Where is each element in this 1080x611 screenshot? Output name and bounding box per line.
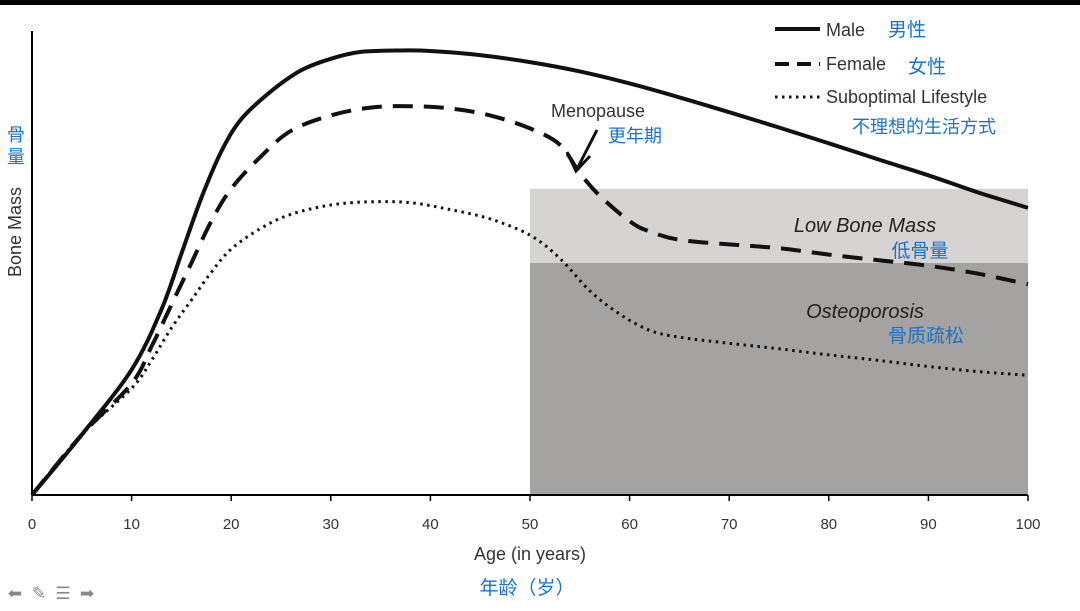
x-tick-label: 90 (920, 516, 937, 533)
left-arrow-icon[interactable]: ⬅ (7, 584, 23, 604)
legend-suboptimal-label: Suboptimal Lifestyle (826, 87, 987, 107)
legend-female-label-cn: 女性 (908, 56, 946, 78)
x-tick-label: 0 (28, 516, 36, 533)
x-tick-label: 40 (422, 516, 439, 533)
x-axis-label-cn: 年龄（岁） (479, 577, 574, 599)
x-tick-label: 50 (522, 516, 539, 533)
region-low-bone-mass (530, 188, 1028, 263)
region-low-bone-mass-label: Low Bone Mass (794, 215, 936, 237)
menu-icon[interactable]: ☰ (55, 584, 71, 604)
x-tick-label: 10 (123, 516, 140, 533)
x-tick-label: 20 (223, 516, 240, 533)
legend-male-label-cn: 男性 (888, 19, 926, 41)
x-tick-label: 80 (820, 516, 837, 533)
legend-male-label: Male (826, 20, 865, 40)
top-bar (0, 0, 1080, 5)
region-osteoporosis-label-cn: 骨质疏松 (888, 325, 964, 347)
menopause-label-cn: 更年期 (608, 126, 662, 147)
slide-nav: ⬅ ✎ ☰ ➡ (6, 585, 96, 603)
y-axis-label-cn-1: 骨 (7, 125, 25, 146)
x-tick-label: 30 (322, 516, 339, 533)
menopause-arrow (565, 129, 599, 174)
legend-female-label: Female (826, 54, 886, 74)
region-low-bone-mass-label-cn: 低骨量 (891, 240, 948, 262)
legend-suboptimal-label-cn: 不理想的生活方式 (852, 117, 996, 138)
pencil-icon[interactable]: ✎ (31, 584, 47, 604)
region-osteoporosis-label: Osteoporosis (806, 301, 924, 323)
menopause-label: Menopause (551, 101, 645, 121)
y-axis-label: Bone Mass (5, 187, 25, 277)
y-axis-label-cn-2: 量 (7, 147, 25, 168)
region-osteoporosis (530, 263, 1028, 495)
series-line-male (30, 48, 1029, 497)
x-tick-label: 70 (721, 516, 738, 533)
x-tick-label: 100 (1015, 516, 1040, 533)
x-tick-label: 60 (621, 516, 638, 533)
right-arrow-icon[interactable]: ➡ (79, 584, 95, 604)
x-axis-label: Age (in years) (474, 544, 586, 564)
series-line-female (30, 104, 1029, 497)
